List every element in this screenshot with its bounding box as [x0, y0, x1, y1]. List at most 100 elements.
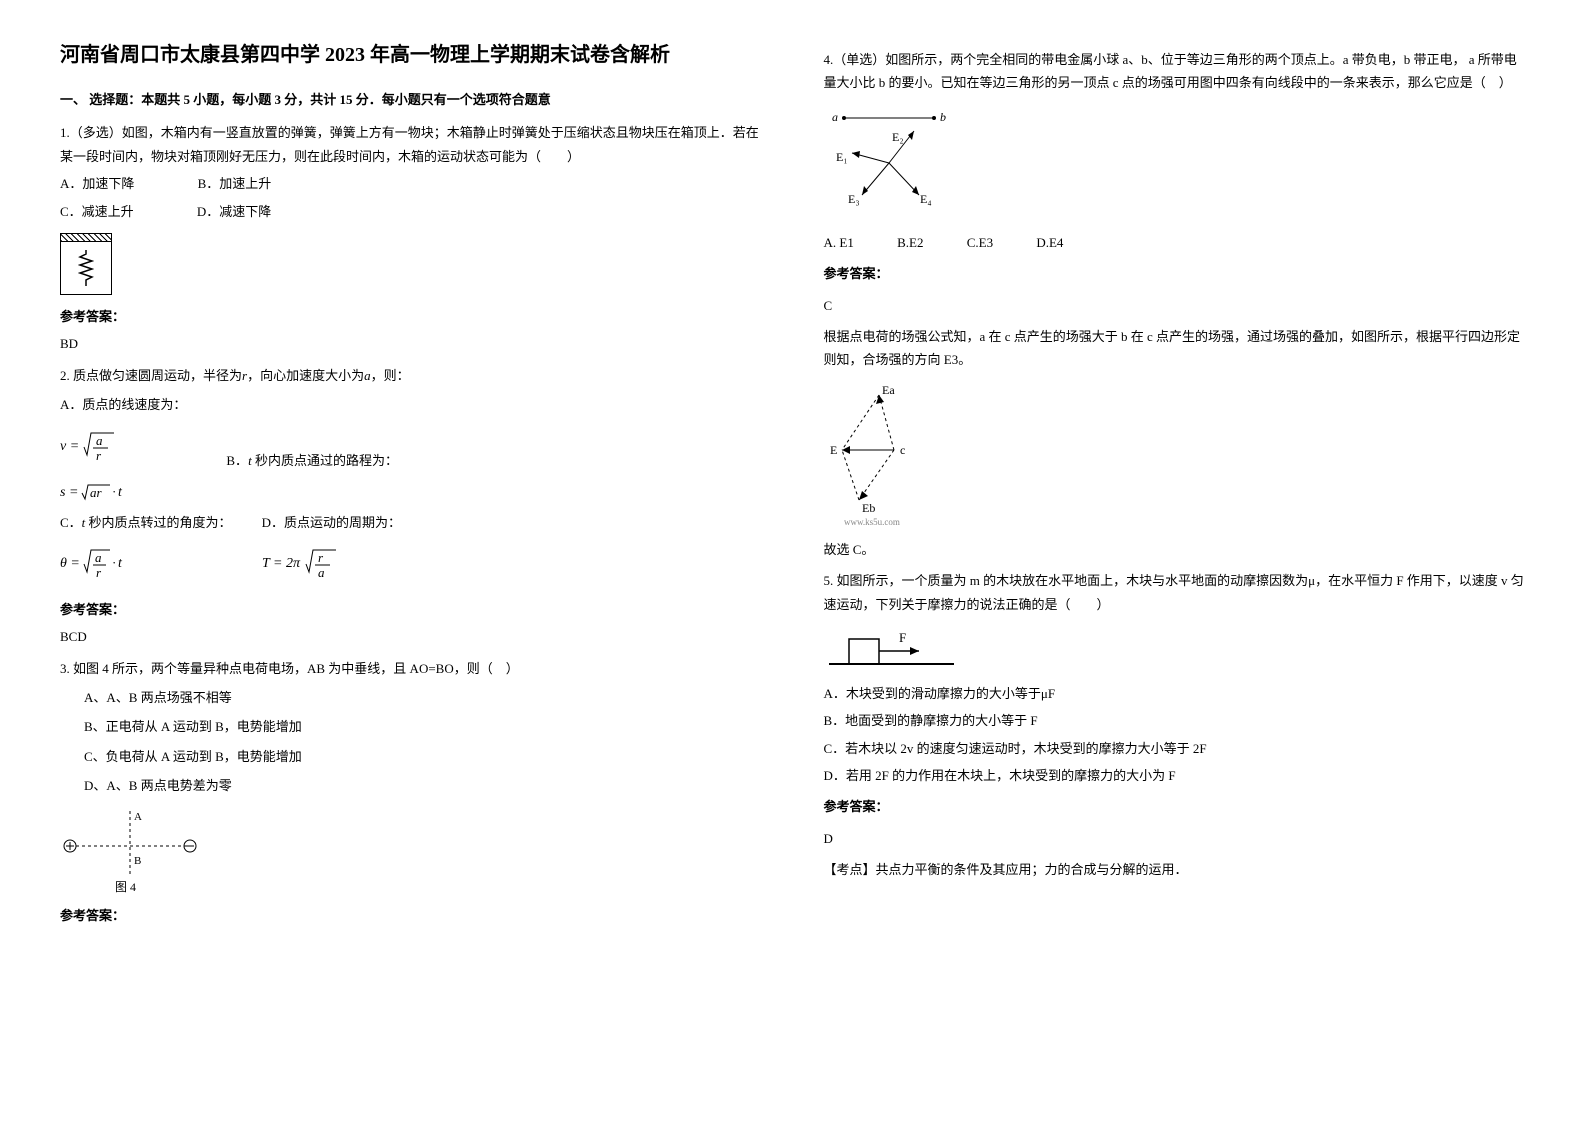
- q2-optA-prefix: A．质点的线速度为：: [60, 397, 186, 412]
- svg-text:E: E: [830, 443, 837, 457]
- q2-optB-suf: 秒内质点通过的路程为：: [252, 453, 398, 468]
- q1-options-row2: C．减速上升 D．减速下降: [60, 200, 764, 223]
- svg-text:ar: ar: [90, 485, 103, 500]
- right-column: 4.（单选）如图所示，两个完全相同的带电金属小球 a、b、位于等边三角形的两个顶…: [824, 40, 1528, 935]
- svg-text:E₄: E₄: [920, 192, 932, 206]
- q4-options: A. E1 B.E2 C.E3 D.E4: [824, 231, 1528, 254]
- q4-diagram: a b E₂ E₁ E₃ E₄: [824, 103, 974, 223]
- q2-formula-b: s = ar · t: [60, 481, 140, 503]
- svg-text:r: r: [318, 550, 324, 565]
- q1-box-diagram: [60, 233, 112, 295]
- q4-option-b: B.E2: [897, 231, 923, 254]
- svg-text:t: t: [118, 485, 123, 500]
- q2-optC-suf: 秒内质点转过的角度为：: [85, 515, 231, 530]
- svg-text:T = 2π: T = 2π: [262, 556, 301, 571]
- q2-option-b-formula: s = ar · t: [60, 481, 764, 503]
- q1-options-row1: A．加速下降 B．加速上升: [60, 172, 764, 195]
- q5-option-b: B．地面受到的静摩擦力的大小等于 F: [824, 709, 1528, 732]
- q4-answer: C: [824, 294, 1528, 317]
- svg-text:Eb: Eb: [862, 501, 875, 515]
- q3-option-b: B、正电荷从 A 运动到 B，电势能增加: [84, 715, 764, 738]
- q5-diagram: F: [824, 624, 964, 674]
- q2-formula-d: T = 2π r a: [262, 542, 342, 582]
- q4-option-d: D.E4: [1036, 231, 1063, 254]
- svg-text:·: ·: [112, 484, 116, 499]
- q2-formula-c: θ = a r · t: [60, 542, 130, 582]
- svg-text:a: a: [96, 433, 103, 448]
- q2-option-c: C． t 秒内质点转过的角度为： θ = a r · t: [60, 511, 232, 590]
- q3-stem: 3. 如图 4 所示，两个等量异种点电荷电场，AB 为中垂线，且 AO=BO，则…: [60, 657, 764, 680]
- svg-text:Ea: Ea: [882, 383, 895, 397]
- q1-option-d: D．减速下降: [197, 200, 271, 223]
- left-column: 河南省周口市太康县第四中学 2023 年高一物理上学期期末试卷含解析 一、 选择…: [60, 40, 764, 935]
- q5-option-d: D．若用 2F 的力作用在木块上，木块受到的摩擦力的大小为 F: [824, 764, 1528, 787]
- q5-note: 【考点】共点力平衡的条件及其应用；力的合成与分解的运用．: [824, 858, 1528, 881]
- q2-optD-pre: D．质点运动的周期为：: [262, 515, 401, 530]
- svg-text:v =: v =: [60, 439, 79, 454]
- svg-text:r: r: [96, 565, 102, 580]
- q2-stem-suffix: ，则：: [371, 368, 410, 383]
- q4-option-c: C.E3: [967, 231, 993, 254]
- svg-text:www.ks5u.com: www.ks5u.com: [844, 517, 900, 527]
- q1-answer: BD: [60, 332, 764, 355]
- q1-option-c: C．减速上升: [60, 200, 134, 223]
- q2-answer: BCD: [60, 625, 764, 648]
- svg-text:a: a: [318, 565, 325, 580]
- q4-option-a: A. E1: [824, 231, 854, 254]
- svg-text:F: F: [899, 630, 906, 645]
- svg-text:·: ·: [112, 555, 116, 570]
- q5-stem: 5. 如图所示，一个质量为 m 的木块放在水平地面上，木块与水平地面的动摩擦因数…: [824, 569, 1528, 616]
- q3-option-d: D、A、B 两点电势差为零: [84, 774, 764, 797]
- question-3: 3. 如图 4 所示，两个等量异种点电荷电场，AB 为中垂线，且 AO=BO，则…: [60, 657, 764, 927]
- q2-option-a: A．质点的线速度为： v = a r: [60, 393, 186, 472]
- q5-option-c: C．若木块以 2v 的速度匀速运动时，木块受到的摩擦力大小等于 2F: [824, 737, 1528, 760]
- q1-stem: 1.（多选）如图，木箱内有一竖直放置的弹簧，弹簧上方有一物块；木箱静止时弹簧处于…: [60, 121, 764, 168]
- svg-text:r: r: [96, 448, 102, 463]
- svg-text:b: b: [940, 110, 946, 124]
- q2-stem-mid: ，向心加速度大小为: [247, 368, 364, 383]
- svg-text:a: a: [95, 550, 102, 565]
- q2-answer-label: 参考答案：: [60, 598, 764, 621]
- q1-option-a: A．加速下降: [60, 172, 134, 195]
- svg-text:c: c: [900, 443, 905, 457]
- question-1: 1.（多选）如图，木箱内有一竖直放置的弹簧，弹簧上方有一物块；木箱静止时弹簧处于…: [60, 121, 764, 355]
- svg-text:E₂: E₂: [892, 130, 904, 144]
- q3-option-c: C、负电荷从 A 运动到 B，电势能增加: [84, 745, 764, 768]
- svg-text:t: t: [118, 556, 123, 571]
- section-1-header: 一、 选择题：本题共 5 小题，每小题 3 分，共计 15 分．每小题只有一个选…: [60, 88, 764, 111]
- svg-text:B: B: [134, 855, 141, 867]
- q2-option-d: D．质点运动的周期为： T = 2π r a: [262, 511, 401, 590]
- question-5: 5. 如图所示，一个质量为 m 的木块放在水平地面上，木块与水平地面的动摩擦因数…: [824, 569, 1528, 882]
- q4-conclusion: 故选 C。: [824, 538, 1528, 561]
- svg-text:θ =: θ =: [60, 556, 80, 571]
- svg-text:E₁: E₁: [836, 150, 848, 164]
- svg-text:a: a: [832, 110, 838, 124]
- q2-stem: 2. 质点做匀速圆周运动，半径为r，向心加速度大小为a，则：: [60, 364, 764, 387]
- svg-text:s =: s =: [60, 485, 78, 500]
- q5-answer: D: [824, 827, 1528, 850]
- q5-answer-label: 参考答案：: [824, 795, 1528, 818]
- svg-text:E₃: E₃: [848, 192, 860, 206]
- q4-stem: 4.（单选）如图所示，两个完全相同的带电金属小球 a、b、位于等边三角形的两个顶…: [824, 48, 1528, 95]
- q2-option-b: B．t 秒内质点通过的路程为：: [226, 449, 398, 472]
- document-title: 河南省周口市太康县第四中学 2023 年高一物理上学期期末试卷含解析: [60, 40, 764, 70]
- question-4: 4.（单选）如图所示，两个完全相同的带电金属小球 a、b、位于等边三角形的两个顶…: [824, 48, 1528, 561]
- q3-answer-label: 参考答案：: [60, 904, 764, 927]
- svg-text:图 4: 图 4: [115, 880, 136, 894]
- q4-explanation: 根据点电荷的场强公式知，a 在 c 点产生的场强大于 b 在 c 点产生的场强，…: [824, 325, 1528, 372]
- q4-explain-diagram: Ea E Eb c www.ks5u.com: [824, 380, 964, 530]
- question-2: 2. 质点做匀速圆周运动，半径为r，向心加速度大小为a，则： A．质点的线速度为…: [60, 364, 764, 649]
- q1-answer-label: 参考答案：: [60, 305, 764, 328]
- q2-formula-a: v = a r: [60, 425, 120, 465]
- q3-diagram: A B 图 4: [60, 806, 220, 896]
- page-container: 河南省周口市太康县第四中学 2023 年高一物理上学期期末试卷含解析 一、 选择…: [60, 40, 1527, 935]
- q3-option-a: A、A、B 两点场强不相等: [84, 686, 764, 709]
- q1-option-b: B．加速上升: [198, 172, 272, 195]
- q1-hatch: [61, 234, 111, 242]
- svg-text:A: A: [134, 811, 142, 823]
- q1-spring-icon: [61, 242, 111, 294]
- q2-stem-prefix: 2. 质点做匀速圆周运动，半径为: [60, 368, 242, 383]
- q4-answer-label: 参考答案：: [824, 262, 1528, 285]
- q2-optC-pre: C．: [60, 515, 82, 530]
- q2-optB-pre: B．: [226, 453, 248, 468]
